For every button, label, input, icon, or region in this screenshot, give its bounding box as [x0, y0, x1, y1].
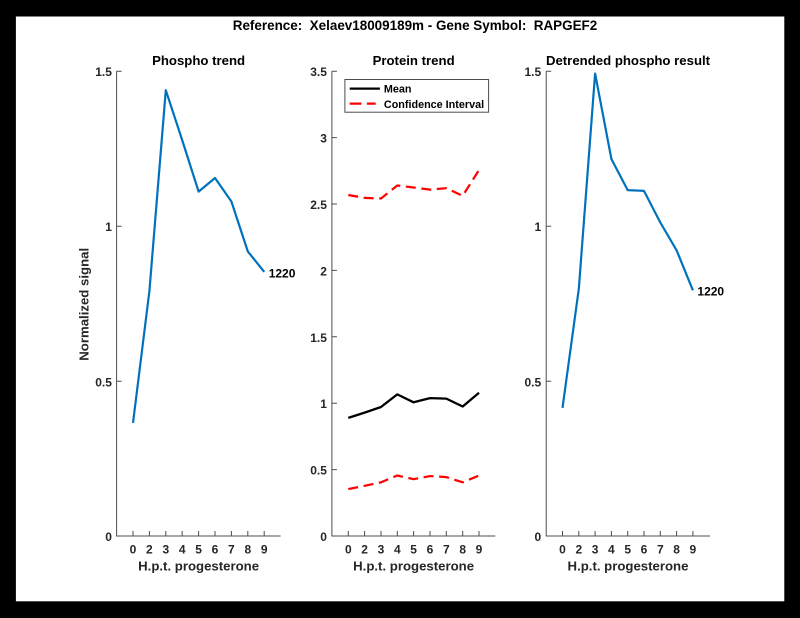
svg-text:7: 7 [228, 542, 235, 556]
svg-text:9: 9 [476, 542, 483, 556]
svg-text:Normalized signal: Normalized signal [76, 248, 91, 361]
svg-text:8: 8 [673, 542, 680, 556]
svg-text:3: 3 [378, 542, 385, 556]
svg-text:5: 5 [410, 542, 417, 556]
svg-text:9: 9 [261, 542, 268, 556]
svg-text:1: 1 [105, 220, 112, 234]
svg-text:0: 0 [105, 530, 112, 544]
svg-text:0.5: 0.5 [525, 375, 542, 389]
svg-text:4: 4 [394, 542, 401, 556]
svg-text:Mean: Mean [384, 84, 412, 96]
svg-text:0.5: 0.5 [95, 375, 112, 389]
svg-text:0: 0 [559, 542, 566, 556]
svg-text:1: 1 [535, 220, 542, 234]
svg-text:8: 8 [459, 542, 466, 556]
svg-text:3.5: 3.5 [310, 65, 327, 79]
svg-text:8: 8 [244, 542, 251, 556]
svg-text:1.5: 1.5 [95, 65, 112, 79]
svg-text:3: 3 [320, 132, 327, 146]
svg-text:2.5: 2.5 [310, 198, 327, 212]
svg-text:7: 7 [657, 542, 664, 556]
svg-text:6: 6 [212, 542, 219, 556]
svg-text:2: 2 [146, 542, 153, 556]
svg-text:3: 3 [162, 542, 169, 556]
svg-text:2: 2 [361, 542, 368, 556]
svg-text:5: 5 [195, 542, 202, 556]
svg-text:4: 4 [608, 542, 615, 556]
svg-text:Detrended phospho result: Detrended phospho result [546, 53, 711, 68]
svg-text:1.5: 1.5 [525, 65, 542, 79]
svg-text:H.p.t. progesterone: H.p.t. progesterone [353, 558, 474, 573]
svg-text:Protein trend: Protein trend [373, 53, 455, 68]
svg-text:Reference: Xelaev18009189m -: Reference: Xelaev18009189m - Gene Symbol… [233, 18, 597, 33]
svg-text:0: 0 [535, 530, 542, 544]
svg-text:6: 6 [641, 542, 648, 556]
svg-text:2: 2 [575, 542, 582, 556]
svg-text:1: 1 [320, 397, 327, 411]
svg-text:1220: 1220 [269, 267, 296, 281]
svg-text:Phospho trend: Phospho trend [152, 53, 245, 68]
svg-text:0: 0 [320, 530, 327, 544]
svg-text:0.5: 0.5 [310, 464, 327, 478]
svg-text:7: 7 [443, 542, 450, 556]
svg-text:9: 9 [690, 542, 697, 556]
svg-text:2: 2 [320, 264, 327, 278]
svg-text:4: 4 [179, 542, 186, 556]
svg-text:1220: 1220 [697, 285, 724, 299]
svg-text:H.p.t. progesterone: H.p.t. progesterone [138, 558, 259, 573]
svg-text:0: 0 [130, 542, 137, 556]
svg-text:3: 3 [592, 542, 599, 556]
svg-text:6: 6 [427, 542, 434, 556]
svg-text:5: 5 [624, 542, 631, 556]
svg-text:0: 0 [345, 542, 352, 556]
svg-text:H.p.t. progesterone: H.p.t. progesterone [568, 558, 689, 573]
svg-text:Confidence Interval: Confidence Interval [384, 99, 484, 111]
svg-text:1.5: 1.5 [310, 331, 327, 345]
